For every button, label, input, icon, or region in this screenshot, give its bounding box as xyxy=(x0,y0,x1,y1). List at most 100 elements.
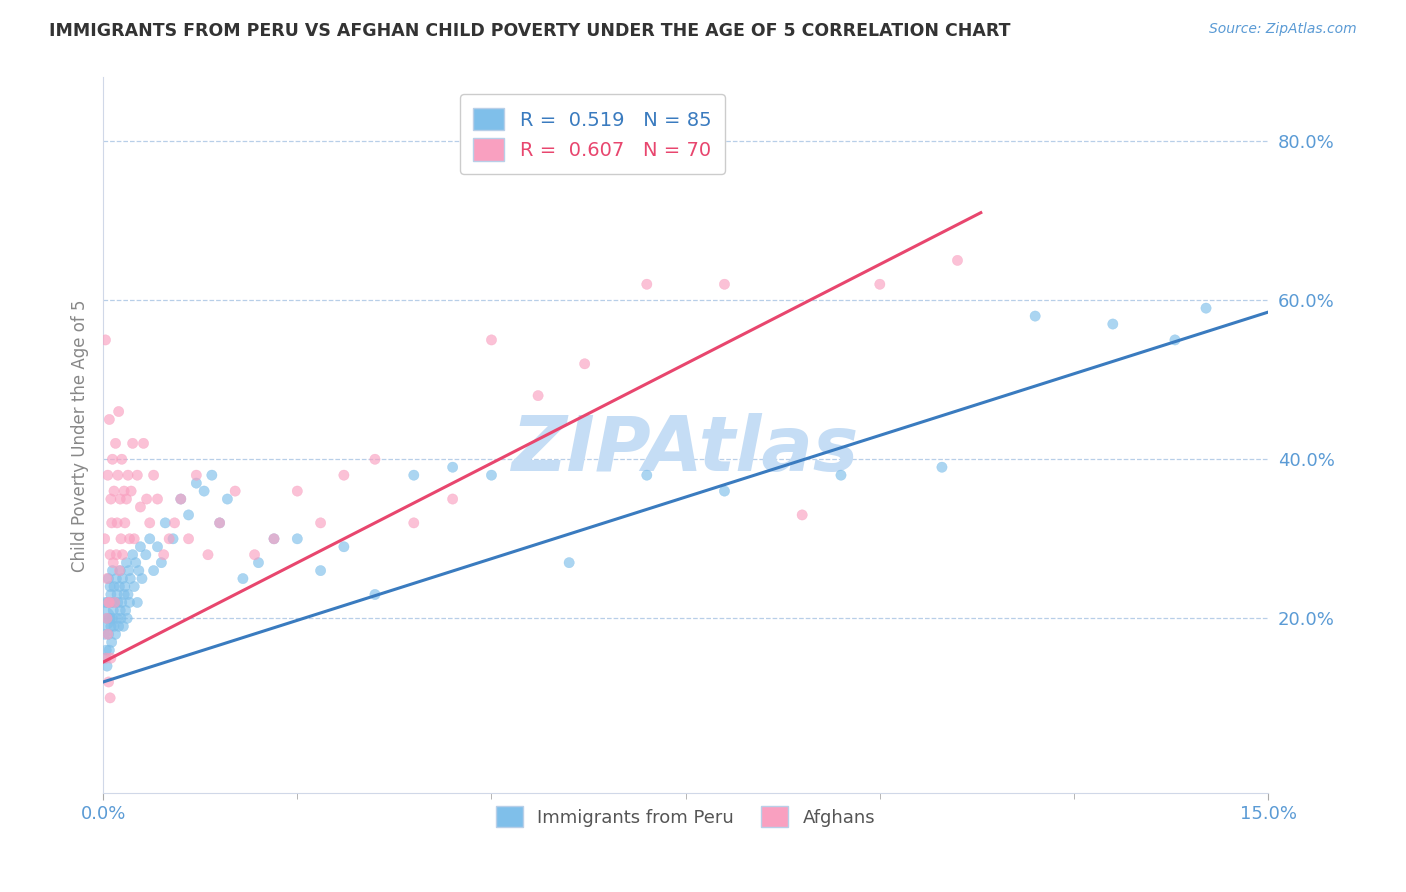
Point xyxy=(100,587,122,601)
Point xyxy=(1195,301,1218,315)
Point xyxy=(402,468,425,483)
Point xyxy=(101,452,124,467)
Point xyxy=(138,532,160,546)
Point xyxy=(129,540,152,554)
Point xyxy=(263,532,285,546)
Legend: Immigrants from Peru, Afghans: Immigrants from Peru, Afghans xyxy=(489,799,883,834)
Point xyxy=(112,619,135,633)
Point xyxy=(111,572,134,586)
Point xyxy=(142,564,165,578)
Point xyxy=(93,627,115,641)
Point xyxy=(105,548,128,562)
Point xyxy=(217,491,239,506)
Point xyxy=(108,564,131,578)
Point xyxy=(114,516,136,530)
Point xyxy=(129,500,152,514)
Point xyxy=(132,436,155,450)
Point xyxy=(224,484,246,499)
Point xyxy=(122,532,145,546)
Point xyxy=(111,595,134,609)
Point xyxy=(163,516,186,530)
Point xyxy=(97,595,120,609)
Point xyxy=(527,389,550,403)
Point xyxy=(120,572,142,586)
Point xyxy=(713,277,735,292)
Point xyxy=(110,603,132,617)
Point xyxy=(96,659,118,673)
Point xyxy=(441,491,464,506)
Point xyxy=(100,516,122,530)
Point xyxy=(333,468,356,483)
Point xyxy=(441,460,464,475)
Point xyxy=(110,611,132,625)
Point xyxy=(481,333,503,347)
Point xyxy=(110,532,132,546)
Point xyxy=(93,532,115,546)
Text: IMMIGRANTS FROM PERU VS AFGHAN CHILD POVERTY UNDER THE AGE OF 5 CORRELATION CHAR: IMMIGRANTS FROM PERU VS AFGHAN CHILD POV… xyxy=(49,22,1011,40)
Point xyxy=(481,468,503,483)
Point xyxy=(127,595,149,609)
Point xyxy=(402,516,425,530)
Point xyxy=(122,580,145,594)
Point xyxy=(100,619,122,633)
Point xyxy=(121,436,143,450)
Point xyxy=(1164,333,1187,347)
Point xyxy=(100,595,122,609)
Point xyxy=(114,603,136,617)
Point xyxy=(94,333,117,347)
Point xyxy=(636,277,658,292)
Point xyxy=(97,675,120,690)
Point xyxy=(97,627,120,641)
Point xyxy=(96,643,118,657)
Point xyxy=(155,516,177,530)
Point xyxy=(105,516,128,530)
Point xyxy=(97,468,120,483)
Point xyxy=(146,491,169,506)
Point xyxy=(98,548,121,562)
Point xyxy=(186,476,208,491)
Point xyxy=(107,595,129,609)
Point xyxy=(869,277,891,292)
Point xyxy=(243,548,266,562)
Point xyxy=(247,556,270,570)
Point xyxy=(104,595,127,609)
Point xyxy=(100,635,122,649)
Point xyxy=(112,587,135,601)
Point xyxy=(107,468,129,483)
Point xyxy=(107,619,129,633)
Point xyxy=(98,690,121,705)
Point xyxy=(138,516,160,530)
Text: ZIPAtlas: ZIPAtlas xyxy=(512,413,859,487)
Point xyxy=(309,564,332,578)
Point xyxy=(98,643,121,657)
Point xyxy=(152,548,174,562)
Point xyxy=(636,468,658,483)
Point xyxy=(208,516,231,530)
Point xyxy=(104,595,127,609)
Point xyxy=(98,580,121,594)
Point xyxy=(186,468,208,483)
Point xyxy=(110,564,132,578)
Point xyxy=(98,595,121,609)
Point xyxy=(574,357,596,371)
Point xyxy=(101,611,124,625)
Point xyxy=(117,587,139,601)
Point xyxy=(105,572,128,586)
Point xyxy=(115,491,138,506)
Point xyxy=(135,491,157,506)
Point xyxy=(118,564,141,578)
Point xyxy=(111,548,134,562)
Point xyxy=(115,611,138,625)
Point xyxy=(103,580,125,594)
Point xyxy=(364,452,387,467)
Text: Source: ZipAtlas.com: Source: ZipAtlas.com xyxy=(1209,22,1357,37)
Point xyxy=(104,436,127,450)
Point xyxy=(112,484,135,499)
Point xyxy=(117,468,139,483)
Point xyxy=(1024,309,1046,323)
Point xyxy=(931,460,953,475)
Point xyxy=(830,468,852,483)
Point xyxy=(201,468,224,483)
Point xyxy=(131,572,153,586)
Point xyxy=(98,412,121,426)
